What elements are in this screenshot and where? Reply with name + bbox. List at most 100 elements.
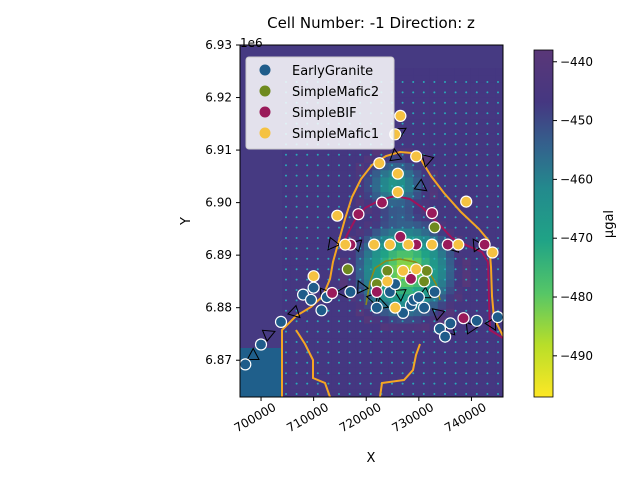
station-dot: [444, 289, 446, 291]
field-cell: [462, 301, 472, 310]
field-cell: [437, 206, 447, 215]
station-dot: [475, 351, 478, 354]
field-cell: [396, 199, 406, 208]
station-dot: [444, 122, 446, 125]
field-cell: [380, 308, 390, 317]
field-cell: [323, 250, 332, 259]
station-dot: [348, 153, 351, 156]
station-dot: [433, 320, 436, 323]
station-dot: [497, 257, 499, 260]
station-dot: [422, 133, 425, 135]
field-cell: [298, 221, 308, 230]
field-cell: [470, 294, 480, 303]
station-dot: [486, 195, 489, 198]
station-dot: [401, 101, 404, 104]
field-cell: [380, 221, 390, 230]
field-cell: [396, 97, 406, 105]
field-cell: [478, 345, 488, 354]
field-cell: [413, 330, 422, 339]
field-cell: [429, 133, 439, 142]
field-cell: [462, 308, 472, 317]
field-cell: [454, 272, 463, 281]
station-dot: [295, 257, 298, 260]
station-dot: [338, 174, 340, 177]
station-dot: [497, 247, 499, 250]
station-dot: [285, 289, 287, 291]
field-cell: [495, 141, 503, 149]
field-cell: [323, 192, 332, 200]
station-dot: [444, 226, 446, 229]
field-cell: [396, 367, 406, 376]
station-dot: [316, 164, 319, 167]
field-cell: [347, 389, 357, 397]
field-cell: [331, 345, 340, 354]
orientation-marker: [413, 178, 428, 192]
field-cell: [421, 148, 431, 157]
field-cell: [454, 119, 463, 127]
station-dot: [285, 257, 287, 260]
colorbar-tick-label: −440: [560, 55, 593, 69]
field-cell: [454, 345, 463, 354]
field-cell: [290, 279, 299, 288]
station-dot: [412, 195, 415, 198]
field-cell: [306, 192, 316, 200]
field-cell: [446, 192, 455, 200]
field-cell: [437, 68, 447, 76]
field-cell: [347, 381, 357, 390]
field-cell: [282, 257, 291, 266]
field-cell: [396, 360, 406, 368]
station-dot: [486, 205, 489, 208]
field-cell: [429, 68, 439, 76]
station-dot: [486, 330, 489, 333]
field-cell: [478, 199, 488, 208]
field-cell: [446, 396, 455, 397]
field-cell: [364, 192, 373, 200]
field-cell: [347, 148, 357, 157]
field-cell: [331, 301, 340, 310]
field-cell: [298, 367, 308, 376]
field-cell: [380, 170, 390, 178]
field-cell: [298, 396, 308, 397]
station-dot: [306, 237, 309, 239]
field-cell: [323, 257, 332, 266]
field-cell: [446, 199, 455, 208]
field-cell: [429, 272, 439, 281]
station-dot: [465, 278, 468, 281]
station-dot: [369, 320, 372, 323]
field-cell: [314, 257, 324, 266]
station-dot: [306, 153, 309, 156]
scatter-point: [331, 209, 344, 222]
station-dot: [295, 372, 298, 375]
field-cell: [388, 374, 398, 383]
field-cell: [380, 381, 390, 390]
field-cell: [446, 162, 455, 171]
field-cell: [470, 381, 480, 390]
field-cell: [388, 294, 398, 303]
station-dot: [338, 257, 340, 260]
field-cell: [405, 265, 414, 273]
field-cell: [478, 192, 488, 200]
station-dot: [486, 143, 489, 146]
station-dot: [475, 361, 478, 364]
station-dot: [295, 268, 298, 271]
field-cell: [454, 389, 463, 397]
field-cell: [364, 148, 373, 157]
field-cell: [405, 389, 414, 397]
field-cell: [331, 360, 340, 368]
station-dot: [444, 393, 446, 395]
field-cell: [495, 192, 503, 200]
field-cell: [454, 104, 463, 113]
field-cell: [306, 345, 316, 354]
field-cell: [429, 162, 439, 171]
chart-title: Cell Number: -1 Direction: z: [267, 14, 475, 32]
field-cell: [421, 119, 431, 127]
field-cell: [306, 155, 316, 164]
field-cell: [372, 177, 381, 186]
field-cell: [331, 374, 340, 383]
scatter-point: [470, 314, 483, 327]
station-dot: [327, 185, 330, 187]
field-cell: [405, 396, 414, 397]
field-cell: [413, 301, 422, 310]
field-cell: [306, 389, 316, 397]
field-cell: [454, 279, 463, 288]
